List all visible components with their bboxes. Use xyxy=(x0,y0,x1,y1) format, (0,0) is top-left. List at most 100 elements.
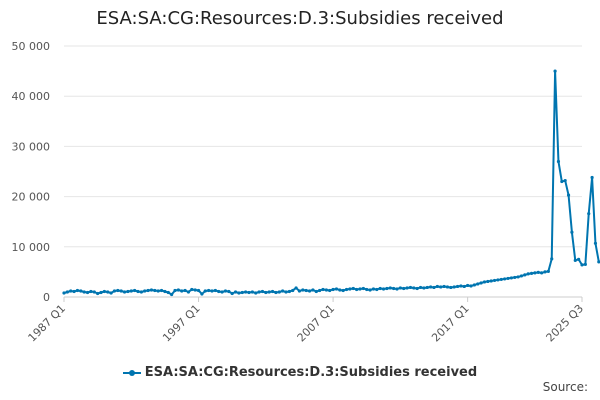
data-point[interactable] xyxy=(109,291,113,295)
data-point[interactable] xyxy=(348,287,352,291)
data-point[interactable] xyxy=(92,290,96,294)
data-point[interactable] xyxy=(193,288,197,292)
data-point[interactable] xyxy=(466,283,470,288)
data-point[interactable] xyxy=(489,279,493,283)
data-point[interactable] xyxy=(546,269,550,273)
data-point[interactable] xyxy=(388,286,392,290)
data-point[interactable] xyxy=(106,290,110,294)
data-point[interactable] xyxy=(287,289,291,294)
data-point[interactable] xyxy=(368,288,372,292)
data-point[interactable] xyxy=(503,277,507,281)
data-point[interactable] xyxy=(331,287,335,292)
data-point[interactable] xyxy=(469,284,473,288)
data-point[interactable] xyxy=(415,286,419,291)
data-point[interactable] xyxy=(136,289,140,294)
data-point[interactable] xyxy=(159,288,164,293)
data-point[interactable] xyxy=(422,286,426,290)
data-point[interactable] xyxy=(307,289,312,293)
data-point[interactable] xyxy=(264,290,268,295)
data-point[interactable] xyxy=(207,288,211,293)
data-point[interactable] xyxy=(203,289,207,293)
data-point[interactable] xyxy=(72,289,76,294)
data-point[interactable] xyxy=(429,285,433,289)
data-point[interactable] xyxy=(597,260,600,264)
data-point[interactable] xyxy=(166,290,170,295)
data-point[interactable] xyxy=(170,292,174,297)
data-point[interactable] xyxy=(143,289,147,293)
data-point[interactable] xyxy=(116,288,120,293)
data-point[interactable] xyxy=(96,291,100,296)
data-point[interactable] xyxy=(227,289,231,294)
data-point[interactable] xyxy=(311,288,315,292)
data-point[interactable] xyxy=(220,290,224,294)
data-point[interactable] xyxy=(277,290,281,294)
data-point[interactable] xyxy=(442,284,446,289)
data-point[interactable] xyxy=(486,279,490,284)
data-point[interactable] xyxy=(85,290,90,295)
data-point[interactable] xyxy=(139,290,143,294)
data-point[interactable] xyxy=(445,285,450,289)
data-point[interactable] xyxy=(519,274,524,278)
data-point[interactable] xyxy=(516,275,520,279)
data-point[interactable] xyxy=(213,288,217,293)
data-point[interactable] xyxy=(459,284,463,288)
data-point[interactable] xyxy=(223,289,228,293)
data-point[interactable] xyxy=(341,288,345,293)
data-point[interactable] xyxy=(129,289,133,293)
data-point[interactable] xyxy=(314,289,318,294)
data-point[interactable] xyxy=(455,284,460,289)
data-point[interactable] xyxy=(318,288,322,293)
data-point[interactable] xyxy=(392,286,396,291)
data-point[interactable] xyxy=(244,290,248,294)
data-point[interactable] xyxy=(543,270,547,274)
data-point[interactable] xyxy=(89,289,93,294)
data-point[interactable] xyxy=(577,257,581,261)
data-point[interactable] xyxy=(173,288,177,293)
data-point[interactable] xyxy=(355,287,359,292)
data-point[interactable] xyxy=(257,290,261,294)
data-point[interactable] xyxy=(301,288,305,292)
data-point[interactable] xyxy=(334,287,339,291)
data-point[interactable] xyxy=(75,288,80,293)
data-point[interactable] xyxy=(294,286,298,290)
data-point[interactable] xyxy=(472,283,476,287)
data-point[interactable] xyxy=(321,287,325,292)
data-point[interactable] xyxy=(230,291,234,296)
data-point[interactable] xyxy=(365,287,369,292)
data-point[interactable] xyxy=(217,289,221,294)
data-point[interactable] xyxy=(482,280,487,284)
data-point[interactable] xyxy=(371,287,376,291)
data-point[interactable] xyxy=(304,288,308,293)
data-point[interactable] xyxy=(328,288,332,293)
data-point[interactable] xyxy=(344,287,349,292)
data-point[interactable] xyxy=(79,289,83,293)
data-point[interactable] xyxy=(65,290,69,294)
data-point[interactable] xyxy=(553,69,557,73)
data-point[interactable] xyxy=(146,288,150,293)
data-point[interactable] xyxy=(133,288,137,293)
data-point[interactable] xyxy=(583,262,587,266)
data-point[interactable] xyxy=(560,179,564,184)
data-point[interactable] xyxy=(233,290,238,294)
data-point[interactable] xyxy=(462,284,466,289)
data-point[interactable] xyxy=(540,271,544,275)
data-point[interactable] xyxy=(418,285,423,290)
data-point[interactable] xyxy=(550,257,554,261)
data-point[interactable] xyxy=(405,286,409,290)
data-point[interactable] xyxy=(190,287,194,292)
data-point[interactable] xyxy=(358,287,362,291)
data-point[interactable] xyxy=(580,263,584,267)
data-point[interactable] xyxy=(492,278,497,283)
data-point[interactable] xyxy=(183,288,187,293)
data-point[interactable] xyxy=(200,292,204,296)
data-point[interactable] xyxy=(523,273,527,277)
data-point[interactable] xyxy=(250,290,254,294)
data-point[interactable] xyxy=(281,289,285,293)
data-point[interactable] xyxy=(122,290,127,294)
data-point[interactable] xyxy=(566,193,571,197)
data-point[interactable] xyxy=(297,289,302,293)
data-point[interactable] xyxy=(536,270,540,274)
data-point[interactable] xyxy=(398,286,402,290)
data-point[interactable] xyxy=(439,285,443,289)
data-point[interactable] xyxy=(324,288,328,292)
